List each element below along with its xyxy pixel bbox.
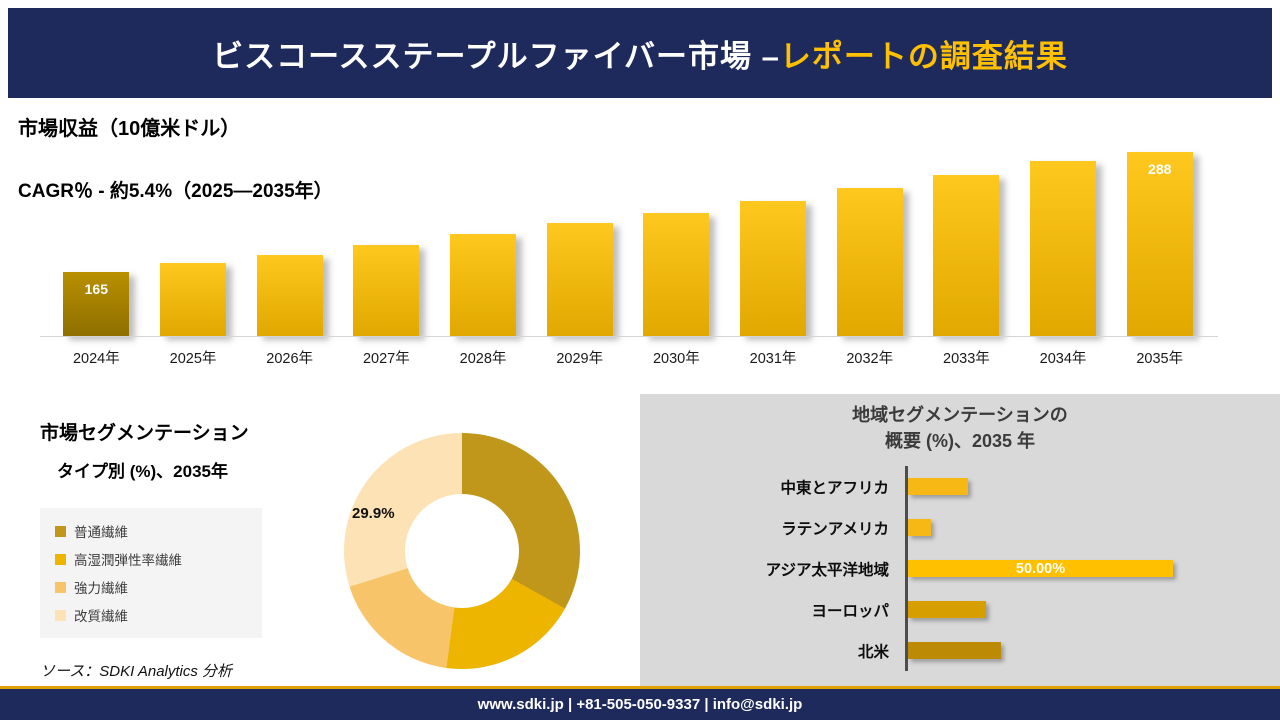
revenue-bar [160,263,226,336]
regional-title-line1: 地域セグメンテーションの [852,405,1068,425]
revenue-bar [450,234,517,336]
regional-row: ラテンアメリカ [660,507,1260,548]
regional-row-label: アジア太平洋地域 [765,561,889,579]
regional-bar-area [905,507,1260,548]
revenue-bar-slot [725,201,822,336]
revenue-bar-slot [628,213,725,336]
revenue-bar-slot: 165 [48,272,145,336]
legend-label: 強力繊維 [74,581,128,596]
legend-swatch-icon [55,609,66,621]
revenue-x-axis-label: 2027年 [362,351,410,367]
regional-row: 中東とアフリカ [660,466,1260,507]
source-note: ソース：SDKI Analytics 分析 [40,663,233,680]
revenue-bar [546,223,613,336]
regional-row: アジア太平洋地域 50.00% [660,548,1260,589]
header-banner: ビスコースステープルファイバー市場 –レポートの調査結果 [8,8,1272,98]
revenue-bar-value-label: 165 [84,281,108,297]
revenue-chart-title: 市場収益（10億米ドル） [18,118,241,140]
revenue-x-axis-label: 2028年 [459,351,507,367]
regional-bar-area [905,466,1260,507]
regional-row: ヨーロッパ [660,589,1260,630]
revenue-bar: 288 [1126,152,1193,336]
regional-bar: 50.00% [908,560,1173,577]
regional-row-label: ヨーロッパ [811,602,889,620]
revenue-bar-slot [821,188,918,336]
regional-rows: 中東とアフリカ ラテンアメリカアジア太平洋地域 50.00% ヨーロッパ北米 [660,466,1260,671]
revenue-x-axis-label: 2035年 [1136,351,1184,367]
regional-row: 北米 [660,630,1260,671]
revenue-x-axis-label: 2024年 [72,351,120,367]
revenue-bar [353,245,420,336]
revenue-x-axis-label: 2033年 [943,351,990,367]
type-donut [344,433,580,669]
revenue-x-axis-label: 2030年 [652,351,700,367]
revenue-bar-value-label: 288 [1148,161,1172,177]
revenue-bar-slot [338,245,435,336]
regional-bar [908,601,986,618]
regional-panel: 地域セグメンテーションの 概要 (%)、2035 年 中東とアフリカ ラテンアメリ… [640,394,1280,686]
regional-title-line2: 概要 (%)、2035 年 [884,431,1036,451]
revenue-x-axis-label: 2032年 [846,351,894,367]
revenue-bar [643,213,710,336]
revenue-x-axis-label: 2031年 [749,351,797,367]
legend-label: 改質繊維 [74,609,128,624]
legend-item: 強力繊維 [55,577,247,597]
revenue-x-axis-label: 2026年 [266,351,314,367]
revenue-bar-slot [145,263,242,336]
type-legend: 普通繊維高湿潤弾性率繊維 強力繊維改質繊維 [40,508,262,638]
revenue-bar-slot [241,255,338,336]
revenue-chart-cagr: CAGR％ - 約5.4%（2025―2035年） [18,181,333,202]
segmentation-title-line1: 市場セグメンテーション [40,423,249,444]
revenue-bar [933,175,1000,336]
legend-swatch-icon [55,581,66,593]
regional-row-label: ラテンアメリカ [781,520,889,538]
footer-contact-text: www.sdki.jp | +81-505-050-9337 | info@sd… [477,696,803,713]
revenue-bar-slot [531,223,628,336]
regional-bar-area [905,630,1260,671]
regional-bar-value-label: 50.00% [1015,560,1066,577]
regional-row-label: 中東とアフリカ [780,479,889,497]
revenue-x-axis-label: 2025年 [169,351,217,367]
revenue-bar [256,255,323,336]
revenue-bar-slot: 288 [1111,152,1208,336]
legend-swatch-icon [55,553,66,565]
revenue-categories: 2024年 2025年 2026年 2027年 2028年 2029年 2030年 2031年… [48,347,1208,368]
footer-bar: www.sdki.jp | +81-505-050-9337 | info@sd… [0,686,1280,720]
regional-row-label: 北米 [857,643,889,661]
legend-label: 普通繊維 [74,525,128,540]
legend-label: 高湿潤弾性率繊維 [74,553,182,568]
regional-bar-area: 50.00% [905,548,1260,589]
revenue-x-axis-label: 2029年 [556,351,604,367]
donut-value-callout: 29.9% [352,505,395,522]
revenue-bar [1030,161,1097,336]
revenue-x-axis-line [40,336,1218,337]
segmentation-title-line2: タイプ別 (%)、2035年 [57,462,228,481]
regional-bar [908,642,1001,659]
revenue-bar: 165 [63,272,130,336]
revenue-bar-slot [435,234,532,336]
legend-item: 改質繊維 [55,605,247,625]
regional-bar [908,478,968,495]
page-title-accent: レポートの調査結果 [779,38,1068,74]
page-title-main: ビスコースステープルファイバー市場 – [212,38,780,74]
revenue-bar-slot [1015,161,1112,336]
regional-bar [908,519,931,536]
legend-swatch-icon [55,525,66,537]
revenue-bar [836,188,903,336]
legend-item: 普通繊維 [55,521,247,541]
page-title: ビスコースステープルファイバー市場 –レポートの調査結果 [212,31,1068,76]
revenue-bar [740,201,807,336]
regional-bar-area [905,589,1260,630]
revenue-bars: 165 288 [48,140,1208,336]
revenue-x-axis-label: 2034年 [1039,351,1087,367]
legend-item: 高湿潤弾性率繊維 [55,549,247,569]
revenue-bar-slot [918,175,1015,336]
